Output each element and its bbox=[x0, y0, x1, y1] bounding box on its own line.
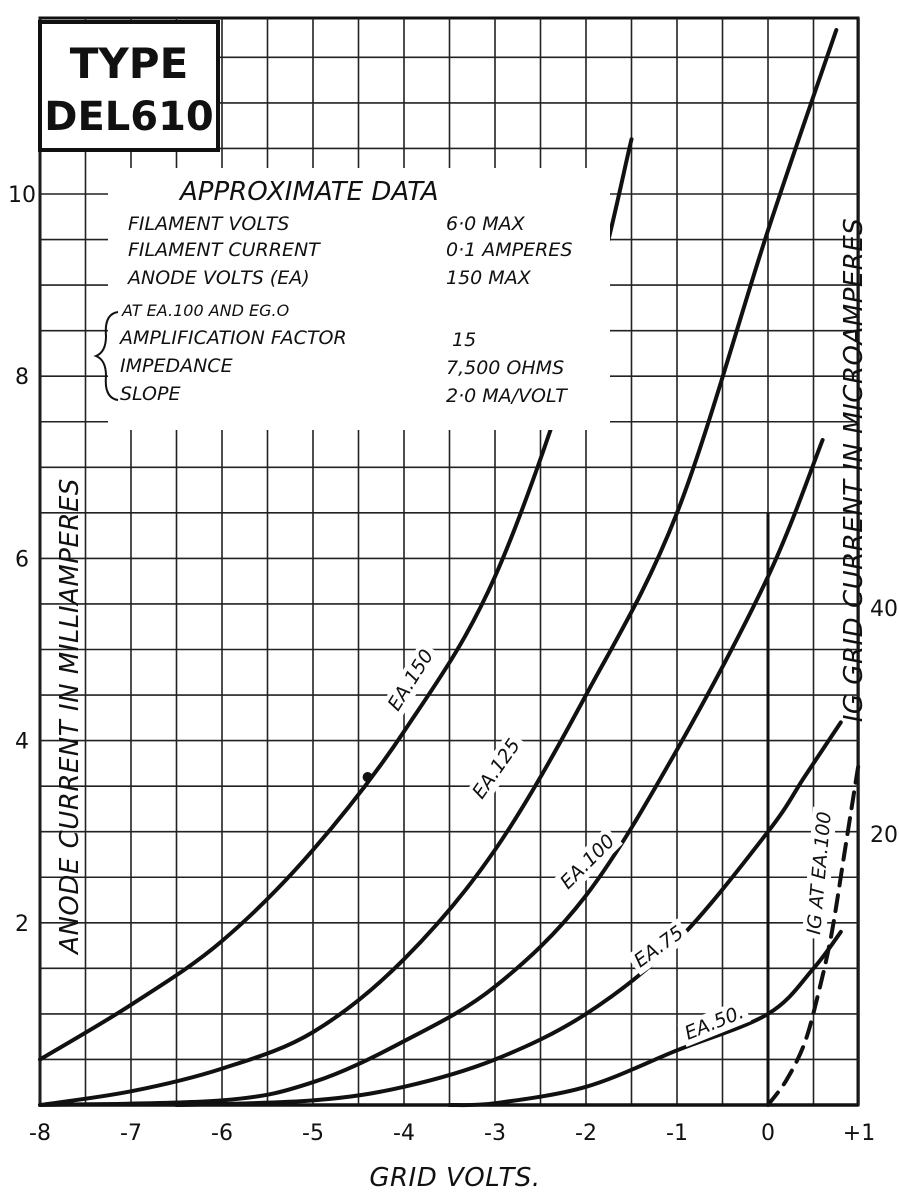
x-tick-label: +1 bbox=[843, 1121, 875, 1146]
series-label-bg bbox=[677, 998, 752, 1048]
bracket-row-label-3: SLOPE bbox=[120, 383, 180, 405]
y-tick-label: 2 bbox=[15, 912, 29, 937]
x-tick-label: -5 bbox=[302, 1121, 324, 1146]
data-condition: AT EA.100 AND EG.O bbox=[121, 301, 289, 320]
series-line-1 bbox=[38, 28, 839, 1107]
y-axis-label: ANODE CURRENT IN MILLIAMPERES bbox=[55, 478, 85, 956]
y2-tick-label: 40 bbox=[870, 597, 898, 622]
x-tick-label: -1 bbox=[666, 1121, 688, 1146]
ticks: -8 -7 -6 -5 -4 -3 -2 -1 0 +1 2 4 6 8 10 20 40 bbox=[8, 183, 898, 1146]
title-box bbox=[38, 20, 220, 152]
bracket-row-value-3: 2·0 MA/VOLT bbox=[446, 385, 568, 407]
data-box bbox=[108, 168, 610, 430]
x-tick-label: -4 bbox=[393, 1121, 415, 1146]
series-label-bg bbox=[380, 641, 442, 719]
x-tick-label: -2 bbox=[575, 1121, 597, 1146]
curves bbox=[38, 28, 861, 1108]
bracket-row-label-1: AMPLIFICATION FACTOR bbox=[118, 327, 347, 349]
data-row-value-2: 0·1 AMPERES bbox=[446, 239, 572, 261]
title-line-1: TYPE bbox=[70, 39, 189, 88]
y2-axis-label: IG GRID CURRENT IN MICROAMPERES bbox=[839, 218, 869, 723]
series-line-3 bbox=[174, 720, 843, 1107]
series-line-2 bbox=[38, 438, 825, 1107]
x-tick-label: -3 bbox=[484, 1121, 506, 1146]
series-label-bg bbox=[464, 730, 529, 807]
y2-tick-label: 20 bbox=[870, 823, 898, 848]
data-heading: APPROXIMATE DATA bbox=[178, 177, 439, 207]
series-label: EA.125 bbox=[468, 735, 525, 803]
data-row-label-2: FILAMENT CURRENT bbox=[128, 239, 321, 261]
title-line-2: DEL610 bbox=[44, 94, 214, 140]
data-row-value-1: 6·0 MAX bbox=[446, 213, 526, 235]
x-tick-label: 0 bbox=[761, 1121, 775, 1146]
bracket-row-value-2: 7,500 OHMS bbox=[446, 357, 564, 379]
data-brace bbox=[93, 311, 119, 401]
x-tick-label: -6 bbox=[211, 1121, 233, 1146]
data-row-value-3: 150 MAX bbox=[446, 267, 532, 289]
y-tick-label: 10 bbox=[8, 183, 36, 208]
series-line-5 bbox=[766, 759, 861, 1107]
data-row-label-1: FILAMENT VOLTS bbox=[128, 213, 289, 235]
y-tick-label: 6 bbox=[15, 547, 29, 572]
series-line-4 bbox=[447, 929, 843, 1108]
series-label-bg bbox=[626, 918, 692, 976]
bracket-row-label-2: IMPEDANCE bbox=[120, 355, 233, 377]
x-tick-label: -8 bbox=[29, 1121, 51, 1146]
y-tick-label: 4 bbox=[15, 730, 29, 755]
series-label: EA.150 bbox=[384, 646, 439, 715]
bracket-row-value-1: 15 bbox=[452, 329, 476, 351]
x-axis-label: GRID VOLTS. bbox=[369, 1163, 540, 1193]
series-label-bg bbox=[552, 826, 623, 898]
x-tick-label: -7 bbox=[120, 1121, 142, 1146]
y-tick-label: 8 bbox=[15, 365, 29, 390]
data-row-label-3: ANODE VOLTS (EA) bbox=[126, 267, 310, 289]
series-label-bg bbox=[801, 806, 838, 940]
curve-marker-dot bbox=[362, 772, 373, 783]
